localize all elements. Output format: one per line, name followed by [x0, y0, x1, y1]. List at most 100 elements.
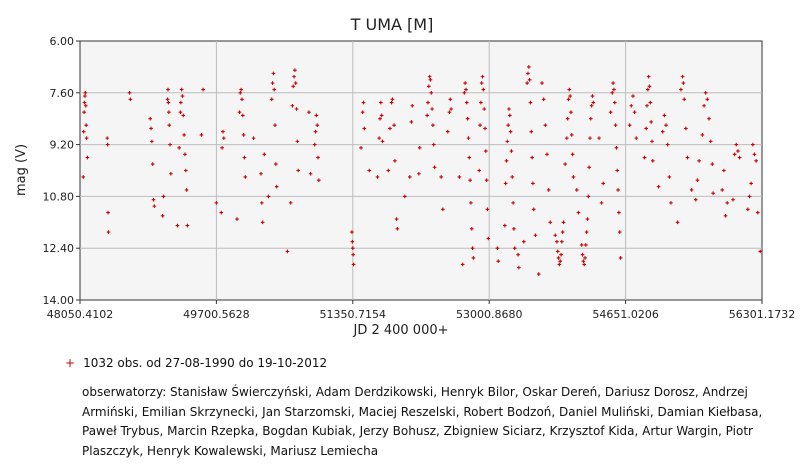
data-point — [629, 103, 634, 108]
data-point — [495, 246, 500, 250]
data-point — [646, 74, 651, 79]
data-point — [409, 120, 414, 124]
data-point — [241, 113, 245, 118]
y-tick-label: 6.00 — [50, 35, 75, 48]
data-point — [579, 243, 584, 247]
data-point — [705, 97, 710, 102]
data-point — [317, 178, 321, 183]
data-point — [597, 136, 601, 140]
data-point — [584, 243, 588, 247]
data-point — [152, 204, 157, 208]
data-point — [563, 162, 567, 166]
data-point — [560, 239, 564, 244]
data-point — [308, 171, 313, 176]
data-point — [274, 162, 278, 166]
data-point — [693, 197, 698, 202]
data-point — [555, 249, 560, 254]
data-point — [617, 210, 621, 215]
data-point — [527, 65, 531, 69]
data-point — [465, 116, 470, 121]
data-point — [548, 220, 553, 225]
data-point — [183, 168, 188, 173]
data-point — [313, 129, 318, 134]
data-point — [239, 87, 243, 92]
data-point — [583, 256, 587, 260]
data-point — [708, 139, 713, 144]
data-point — [584, 230, 589, 234]
data-point — [386, 168, 391, 173]
data-point — [754, 158, 758, 163]
data-point — [151, 197, 156, 202]
data-point — [558, 259, 563, 263]
data-point — [632, 110, 637, 115]
data-point — [380, 139, 385, 144]
data-point — [469, 201, 473, 205]
data-point — [478, 123, 482, 127]
data-point — [731, 197, 735, 202]
data-point — [266, 194, 271, 199]
data-point — [571, 175, 576, 179]
data-point — [723, 214, 728, 218]
data-point — [470, 246, 475, 250]
data-point — [608, 110, 613, 115]
data-point — [464, 87, 468, 92]
data-point — [457, 175, 462, 179]
legend-text: 1032 obs. od 27-08-1990 do 19-10-2012 — [83, 356, 328, 370]
data-point — [752, 152, 757, 157]
data-point — [746, 207, 750, 212]
data-point — [272, 87, 277, 92]
data-point — [417, 171, 421, 176]
data-point — [588, 116, 593, 121]
data-point — [568, 94, 572, 98]
data-point — [681, 81, 686, 85]
data-point — [429, 91, 434, 95]
data-point — [685, 155, 690, 160]
data-point — [183, 152, 187, 157]
data-point — [669, 201, 673, 205]
y-axis-label: mag (V) — [14, 144, 29, 196]
data-point — [480, 74, 485, 79]
data-point — [612, 87, 616, 92]
data-point — [177, 146, 181, 150]
data-point — [647, 84, 652, 89]
data-point — [294, 107, 299, 111]
data-point — [160, 214, 165, 218]
data-point — [307, 110, 311, 115]
data-point — [682, 97, 687, 102]
data-point — [84, 123, 88, 127]
data-point — [758, 249, 763, 254]
data-point — [175, 223, 180, 228]
data-point — [736, 149, 740, 153]
data-point — [737, 155, 742, 160]
data-point — [512, 246, 517, 250]
data-point — [543, 123, 548, 127]
data-point — [350, 239, 355, 244]
x-tick-label: 54651.0206 — [592, 308, 658, 321]
data-point — [296, 168, 300, 173]
legend: + 1032 obs. od 27-08-1990 do 19-10-2012 — [65, 356, 327, 370]
data-point — [377, 136, 381, 140]
data-point — [522, 239, 526, 244]
data-point — [214, 201, 219, 205]
data-point — [467, 155, 472, 160]
data-point — [546, 188, 551, 192]
data-point — [105, 136, 110, 140]
data-point — [561, 220, 566, 225]
data-point — [316, 155, 320, 160]
data-point — [667, 175, 672, 179]
data-point — [560, 230, 565, 234]
data-point — [516, 252, 520, 257]
data-point — [439, 175, 443, 179]
data-point — [711, 191, 715, 195]
data-point — [569, 110, 573, 115]
data-point — [83, 91, 88, 95]
data-point — [697, 158, 701, 163]
data-point — [270, 81, 275, 85]
data-point — [260, 220, 265, 225]
x-axis: 48050.4102 49700.5628 51350.7154 53000.8680… — [47, 300, 795, 321]
data-point — [540, 81, 544, 85]
data-point — [403, 194, 407, 199]
data-point — [484, 178, 489, 183]
data-point — [351, 252, 355, 257]
data-point — [427, 74, 432, 79]
